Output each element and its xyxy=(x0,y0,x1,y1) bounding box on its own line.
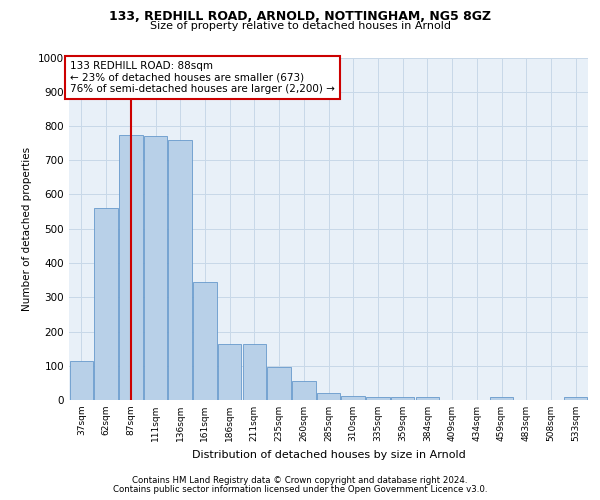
Bar xyxy=(144,136,167,400)
Y-axis label: Number of detached properties: Number of detached properties xyxy=(22,146,32,311)
Bar xyxy=(564,396,587,400)
Bar xyxy=(119,134,143,400)
Text: Contains HM Land Registry data © Crown copyright and database right 2024.: Contains HM Land Registry data © Crown c… xyxy=(132,476,468,485)
Text: 133 REDHILL ROAD: 88sqm
← 23% of detached houses are smaller (673)
76% of semi-d: 133 REDHILL ROAD: 88sqm ← 23% of detache… xyxy=(70,61,335,94)
Bar xyxy=(242,344,266,400)
Bar xyxy=(416,396,439,400)
Bar xyxy=(169,140,192,400)
Bar xyxy=(218,344,241,400)
Bar xyxy=(268,367,291,400)
Bar xyxy=(292,381,316,400)
Bar xyxy=(490,396,513,400)
X-axis label: Distribution of detached houses by size in Arnold: Distribution of detached houses by size … xyxy=(191,450,466,460)
Bar xyxy=(341,396,365,400)
Bar xyxy=(94,208,118,400)
Bar xyxy=(70,360,93,400)
Bar xyxy=(317,393,340,400)
Bar xyxy=(391,396,415,400)
Bar xyxy=(193,282,217,400)
Text: Size of property relative to detached houses in Arnold: Size of property relative to detached ho… xyxy=(149,21,451,31)
Text: Contains public sector information licensed under the Open Government Licence v3: Contains public sector information licen… xyxy=(113,485,487,494)
Bar xyxy=(366,396,389,400)
Text: 133, REDHILL ROAD, ARNOLD, NOTTINGHAM, NG5 8GZ: 133, REDHILL ROAD, ARNOLD, NOTTINGHAM, N… xyxy=(109,10,491,23)
